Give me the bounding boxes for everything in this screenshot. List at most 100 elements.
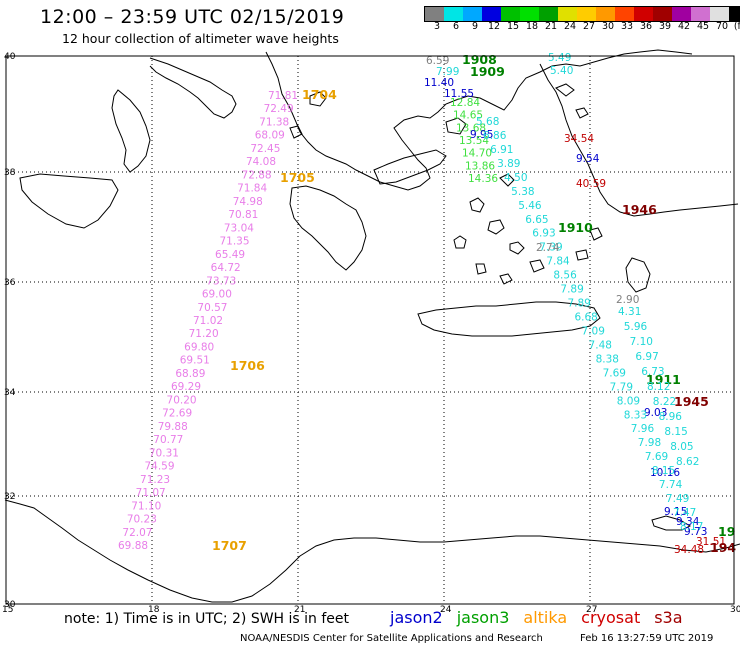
jason3-time-label: 1909 [470, 64, 505, 79]
lon-tick-label: 18 [148, 605, 160, 615]
s3a-value-label: 5.49 [548, 52, 571, 64]
altika-value-label: 74.08 [246, 156, 276, 168]
altika-value-label: 73.73 [206, 275, 236, 287]
s3a-value-label: 8.05 [670, 441, 693, 453]
s3a-value-label: 5.38 [511, 186, 534, 198]
footer-credit: NOAA/NESDIS Center for Satellite Applica… [240, 633, 543, 644]
legend-label: 27 [582, 21, 596, 32]
gray-value-label: 2.90 [616, 294, 639, 306]
altika-value-label: 72.07 [122, 527, 152, 539]
graticule [6, 56, 734, 604]
legend-label: 15 [506, 21, 520, 32]
aegean-island [555, 83, 575, 97]
s3a-value-label: 7.49 [666, 493, 689, 505]
s3a-value-label: 6.73 [641, 366, 664, 378]
altika-value-label: 65.49 [215, 249, 245, 261]
aegean-island [499, 173, 515, 187]
altika-value-label: 71.02 [193, 315, 223, 327]
altika-value-label: 71.20 [189, 328, 219, 340]
legend-swatch [463, 7, 482, 21]
cryosat-time-label: 1946 [622, 202, 657, 217]
legend-label: 30 [601, 21, 615, 32]
s3a-value-label: 8.15 [664, 426, 687, 438]
rhodes-coast [625, 257, 651, 293]
jason2-value-label: 9.73 [684, 526, 707, 538]
altika-value-label: 69.51 [180, 355, 210, 367]
altika-value-label: 70.31 [149, 447, 179, 459]
jason3-value-label: 13.86 [465, 160, 495, 172]
legend-swatch [444, 7, 463, 21]
s3a-value-label: 3.89 [497, 158, 520, 170]
jason2-value-label: 9.95 [470, 129, 493, 141]
jason2-value-label: 11.55 [444, 88, 474, 100]
s3a-value-label: 7.48 [589, 339, 612, 351]
s3a-value-label: 7.84 [546, 256, 570, 268]
altika-value-label: 71.38 [259, 116, 289, 128]
jason2-value-label: 10.16 [650, 467, 680, 479]
lat-tick-label: 36 [4, 278, 16, 288]
cryosat-time-label: 1945 [674, 394, 709, 409]
aegean-island [529, 259, 545, 273]
map-frame [5, 55, 735, 605]
legend-label: 3 [433, 21, 441, 32]
legend-swatch [710, 7, 729, 21]
s3a-value-label: 7.10 [630, 336, 653, 348]
legend-label: 6 [452, 21, 460, 32]
legend-swatch [634, 7, 653, 21]
aegean-island [445, 117, 467, 135]
s3a-value-label: 5.96 [624, 321, 648, 333]
aegean-island [289, 125, 303, 139]
s3a-value-label: 7.47 [673, 507, 696, 519]
aegean-island [309, 91, 327, 107]
jason3-time-label: 1911 [646, 372, 681, 387]
altika-time-label: 1706 [230, 358, 265, 373]
lat-tick-label: 40 [4, 52, 16, 62]
legend-swatch [729, 7, 740, 21]
altika-value-label: 68.89 [175, 368, 205, 380]
s3a-value-label: 7.99 [436, 66, 459, 78]
jason3-value-label: 12.84 [450, 97, 480, 109]
altika-value-label: 79.88 [158, 421, 188, 433]
aegean-island [487, 219, 505, 235]
s3a-value-label: 8.15 [652, 465, 675, 477]
s3a-value-label: 8.33 [624, 409, 647, 421]
satellite-legend: jason2 jason3 altika cryosat s3a [390, 608, 683, 627]
crete-coast [417, 301, 601, 337]
africa-coast [4, 499, 740, 603]
jason3-value-label: 14.70 [462, 148, 492, 160]
altika-value-label: 71.81 [268, 90, 298, 102]
legend-label: (ft) [733, 21, 740, 32]
aegean-island [575, 107, 589, 119]
legend-label: 21 [544, 21, 558, 32]
s3a-value-label: 6.97 [635, 351, 658, 363]
gray-value-label: 2.74 [536, 242, 560, 254]
peloponnese-coast [289, 185, 367, 271]
s3a-value-label: 7.69 [645, 451, 668, 463]
lon-tick-label: 21 [294, 605, 305, 615]
satellite-legend-cryosat: cryosat [581, 608, 641, 627]
legend-swatch [558, 7, 577, 21]
lon-tick-label: 24 [440, 605, 452, 615]
altika-value-label: 64.72 [211, 262, 241, 274]
legend-swatch [501, 7, 520, 21]
euboea-coast [373, 149, 447, 185]
s3a-value-label: 7.89 [567, 298, 590, 310]
altika-value-label: 71.23 [140, 474, 170, 486]
s3a-value-label: 8.17 [680, 521, 703, 533]
altika-value-label: 69.88 [118, 540, 148, 552]
jason3-value-label: 13.54 [459, 135, 489, 147]
s3a-value-label: 8.62 [676, 456, 699, 468]
lat-tick-label: 38 [4, 168, 16, 178]
legend-label: 12 [487, 21, 501, 32]
italy-toe-coast [111, 89, 151, 173]
s3a-value-label: 7.79 [610, 381, 633, 393]
page-title: 12:00 – 23:59 UTC 02/15/2019 [40, 6, 345, 28]
jason2-value-label: 9.03 [644, 407, 667, 419]
s3a-value-label: 8.09 [617, 395, 640, 407]
jason3-value-label: 13.68 [456, 122, 486, 134]
legend-swatch [577, 7, 596, 21]
satellite-legend-jason2: jason2 [390, 608, 443, 627]
s3a-value-label: 5.68 [476, 116, 499, 128]
